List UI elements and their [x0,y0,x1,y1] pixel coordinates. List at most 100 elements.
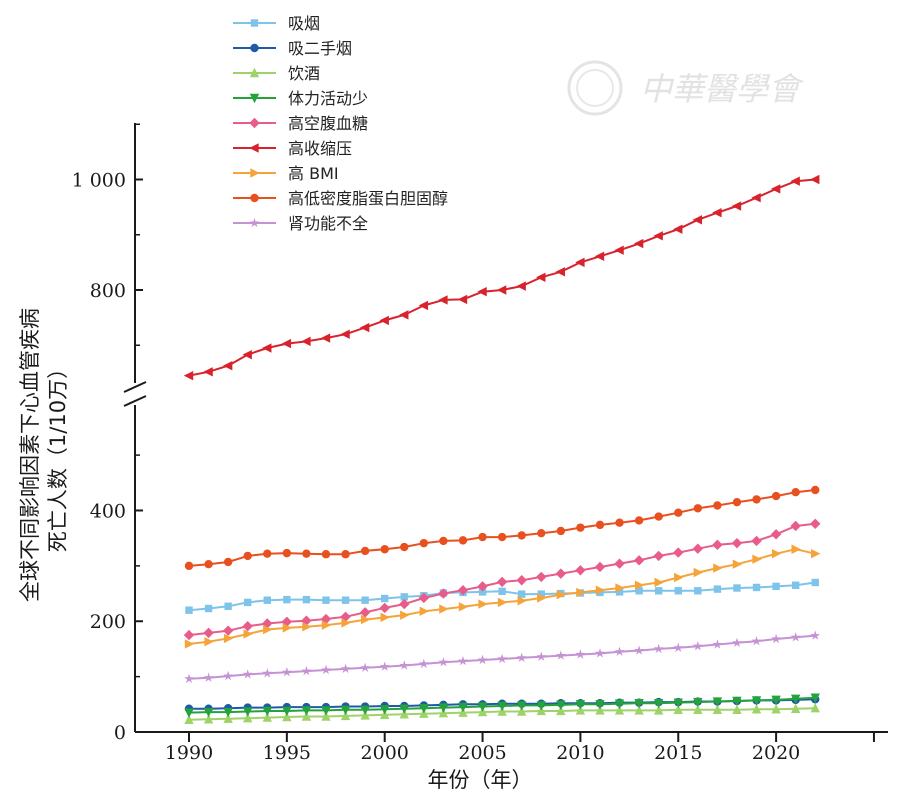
data-point [752,583,761,592]
data-point [223,633,234,644]
data-point [732,637,742,647]
data-point [575,705,586,715]
data-point [654,512,663,521]
data-point [262,343,272,353]
data-point [555,650,566,660]
data-point [301,615,312,626]
legend-label: 吸烟 [288,14,320,33]
legend-marker [250,168,260,178]
data-point [790,703,801,713]
data-point [772,582,780,591]
data-point [810,693,820,703]
data-point [399,598,410,610]
series-7 [184,544,821,649]
data-point [184,673,194,683]
watermark-text: 中華醫學會 [640,70,804,108]
x-tick-label: 2000 [361,742,409,764]
x-tick-label: 2015 [654,742,702,764]
data-point [497,597,508,608]
legend-label: 高 BMI [288,164,339,183]
data-point [614,699,625,709]
data-point [419,538,429,548]
data-point [204,559,213,569]
data-point [731,201,742,211]
y-tick-label: 200 [90,611,126,633]
data-point [751,704,762,714]
data-point [751,636,762,646]
data-point [379,661,390,671]
data-point [262,668,273,678]
data-point [576,523,585,532]
data-point [399,704,409,714]
data-point [243,707,253,717]
data-point [770,529,782,540]
data-point [633,238,644,249]
watermark: 中華醫學會 [567,60,804,116]
data-point [537,590,545,598]
legend-item: 饮酒 [233,64,320,83]
legend-marker [250,19,259,27]
data-point [575,565,586,576]
data-point [302,622,312,632]
data-point [810,174,820,185]
data-point [771,695,781,706]
data-point [222,360,233,371]
data-point [673,224,683,234]
x-tick-label: 2020 [752,742,800,764]
data-point [576,587,586,598]
data-point [537,593,547,603]
data-point [321,620,332,630]
data-point [203,367,213,377]
data-point [517,590,526,598]
watermark-seal-inner-icon [576,69,614,107]
data-point [674,508,683,517]
data-point [399,310,409,320]
data-point [302,549,311,558]
data-point [674,572,684,583]
data-point [536,701,546,711]
data-point [322,596,330,604]
data-point [751,193,761,203]
data-point [575,257,585,268]
data-point [653,643,664,654]
data-point [712,639,723,649]
legend-marker [249,117,260,129]
data-point [791,581,800,589]
data-point [203,627,214,639]
data-point [497,653,508,664]
data-point [752,495,761,504]
data-point [439,604,449,614]
x-tick-label: 2005 [458,742,506,764]
data-point [693,504,703,513]
data-point [790,632,801,642]
data-point [340,663,351,674]
data-point [379,315,389,326]
data-point [458,702,468,713]
series-8 [184,485,820,571]
data-point [556,526,566,536]
data-point [340,611,351,623]
data-point [281,667,292,677]
data-point [341,596,350,604]
x-ticks: 1990 1995 2000 2005 2010 2015 2020 [165,732,875,764]
data-point [713,501,722,510]
x-tick-label: 1995 [263,742,311,764]
data-point [595,705,605,715]
data-point [341,618,351,628]
legend-label: 高空腹血糖 [288,114,368,133]
data-point [477,702,488,712]
data-point [732,696,742,707]
data-point [556,700,566,711]
data-point [673,642,684,652]
y-axis [123,123,147,732]
data-point [537,528,546,538]
data-point [340,710,351,721]
data-point [361,596,369,604]
data-point [791,544,801,554]
legend-item: 高空腹血糖 [233,114,368,133]
data-point [694,587,702,595]
data-point [340,329,350,339]
data-point [458,655,468,666]
legend-marker [249,67,260,78]
